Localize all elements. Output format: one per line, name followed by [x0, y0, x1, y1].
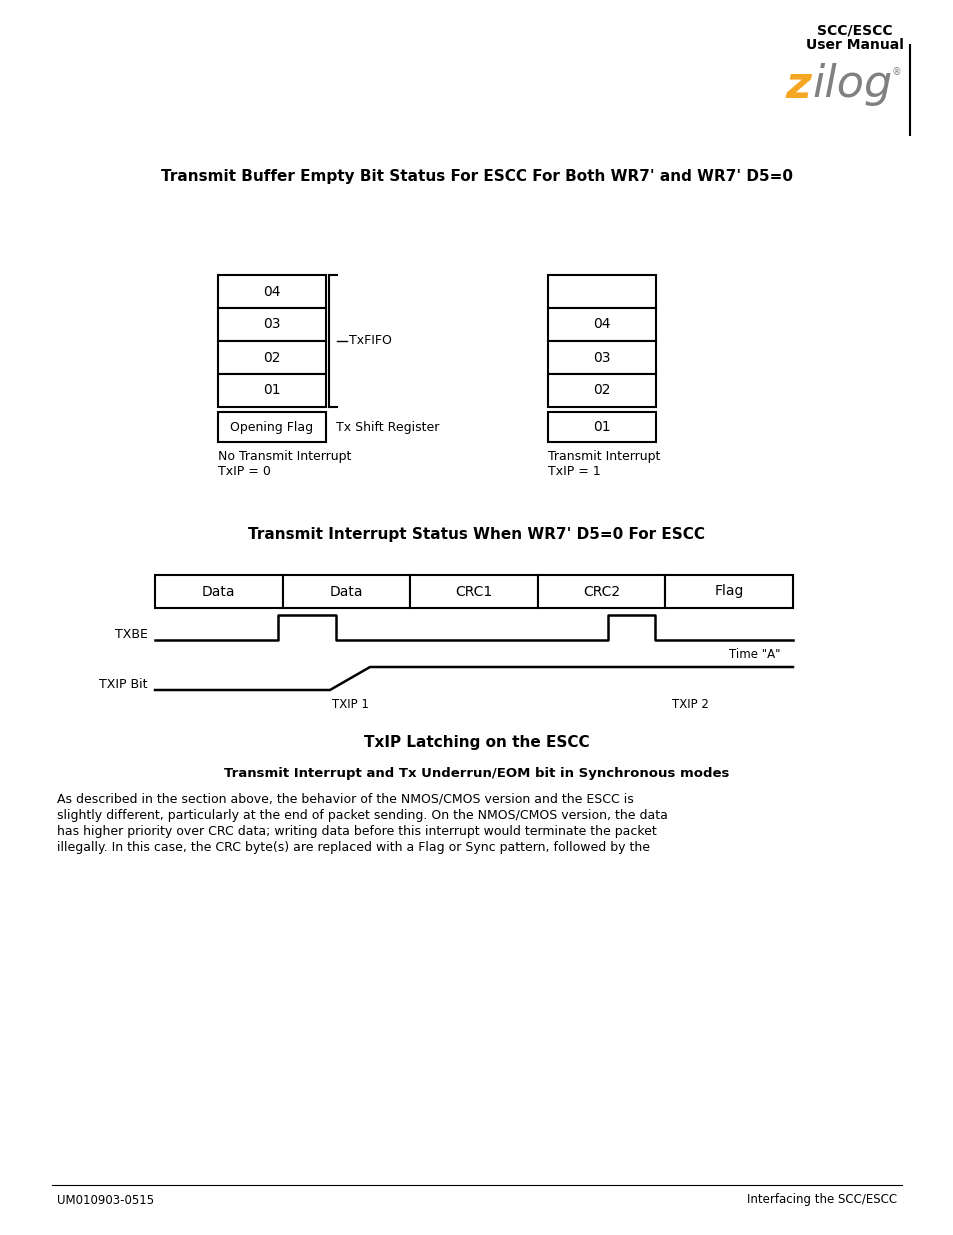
Text: slightly different, particularly at the end of packet sending. On the NMOS/CMOS : slightly different, particularly at the … [57, 809, 667, 823]
Bar [547, 341, 656, 374]
Bar [547, 374, 656, 408]
Text: UM010903-0515: UM010903-0515 [57, 1193, 154, 1207]
Text: As described in the section above, the behavior of the NMOS/CMOS version and the: As described in the section above, the b… [57, 793, 633, 806]
Text: 01: 01 [593, 420, 610, 433]
Text: Data: Data [202, 584, 235, 599]
Text: has higher priority over CRC data; writing data before this interrupt would term: has higher priority over CRC data; writi… [57, 825, 656, 839]
Text: 03: 03 [263, 317, 280, 331]
Text: TxIP Latching on the ESCC: TxIP Latching on the ESCC [364, 735, 589, 750]
Text: Opening Flag: Opening Flag [231, 420, 314, 433]
Text: 03: 03 [593, 351, 610, 364]
Text: TXIP 1: TXIP 1 [332, 698, 368, 710]
Text: 02: 02 [593, 384, 610, 398]
Text: CRC1: CRC1 [455, 584, 492, 599]
Text: CRC2: CRC2 [582, 584, 619, 599]
Text: Tx Shift Register: Tx Shift Register [335, 420, 439, 433]
Text: Transmit Buffer Empty Bit Status For ESCC For Both WR7' and WR7' D5=0: Transmit Buffer Empty Bit Status For ESC… [161, 169, 792, 184]
Text: 01: 01 [263, 384, 280, 398]
Bar [218, 341, 326, 374]
Text: ®: ® [891, 67, 901, 77]
Text: Data: Data [330, 584, 363, 599]
Text: Transmit Interrupt Status When WR7' D5=0 For ESCC: Transmit Interrupt Status When WR7' D5=0… [248, 527, 705, 542]
Bar [218, 374, 326, 408]
Bar [218, 308, 326, 341]
Text: Transmit Interrupt
TxIP = 1: Transmit Interrupt TxIP = 1 [547, 450, 659, 478]
Text: User Manual: User Manual [805, 38, 903, 52]
Text: z: z [784, 63, 810, 106]
Text: Time "A": Time "A" [728, 647, 780, 661]
Bar [410, 576, 537, 608]
Bar [218, 275, 326, 308]
Bar [282, 576, 410, 608]
Bar [218, 412, 326, 442]
Text: TXIP Bit: TXIP Bit [99, 678, 148, 692]
Text: TxFIFO: TxFIFO [349, 335, 392, 347]
Bar [547, 412, 656, 442]
Text: TXIP 2: TXIP 2 [671, 698, 708, 710]
Text: SCC/ESCC: SCC/ESCC [817, 23, 892, 37]
Text: Flag: Flag [714, 584, 743, 599]
Text: ilog: ilog [811, 63, 891, 106]
Text: 04: 04 [263, 284, 280, 299]
Text: Interfacing the SCC/ESCC: Interfacing the SCC/ESCC [746, 1193, 896, 1207]
Bar [537, 576, 664, 608]
Bar [547, 308, 656, 341]
Text: 02: 02 [263, 351, 280, 364]
Bar [664, 576, 792, 608]
Bar [547, 275, 656, 308]
Text: Transmit Interrupt and Tx Underrun/EOM bit in Synchronous modes: Transmit Interrupt and Tx Underrun/EOM b… [224, 767, 729, 779]
Text: TXBE: TXBE [115, 629, 148, 641]
Text: illegally. In this case, the CRC byte(s) are replaced with a Flag or Sync patter: illegally. In this case, the CRC byte(s)… [57, 841, 649, 853]
Bar [154, 576, 282, 608]
Text: No Transmit Interrupt
TxIP = 0: No Transmit Interrupt TxIP = 0 [218, 450, 351, 478]
Text: 04: 04 [593, 317, 610, 331]
